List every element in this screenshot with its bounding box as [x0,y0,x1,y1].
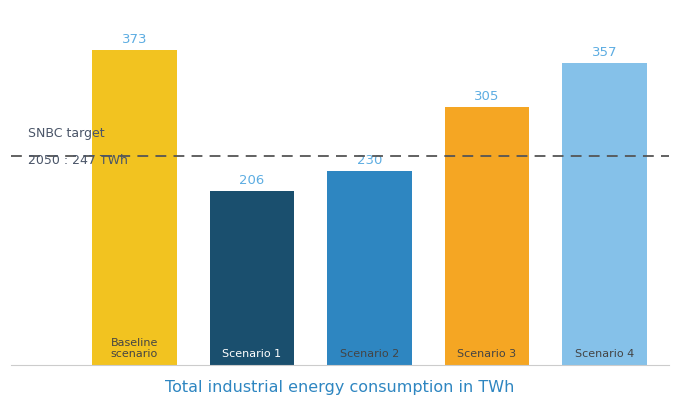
Bar [209,192,294,365]
Text: 357: 357 [592,46,617,59]
Text: Baseline
scenario: Baseline scenario [111,337,158,358]
X-axis label: Total industrial energy consumption in TWh: Total industrial energy consumption in T… [165,379,515,394]
Text: Scenario 2: Scenario 2 [340,348,399,358]
Text: Scenario 1: Scenario 1 [222,348,282,358]
Text: 373: 373 [122,33,147,46]
Text: 2050 : 247 TWh: 2050 : 247 TWh [28,153,127,166]
Bar [92,51,177,365]
Bar [562,64,647,365]
Text: Scenario 3: Scenario 3 [457,348,516,358]
Text: Scenario 4: Scenario 4 [575,348,634,358]
Text: SNBC target: SNBC target [28,127,104,140]
Bar [445,108,529,365]
Bar [327,171,411,365]
Text: 206: 206 [239,173,265,186]
Text: 305: 305 [474,90,500,103]
Text: 230: 230 [357,153,382,166]
